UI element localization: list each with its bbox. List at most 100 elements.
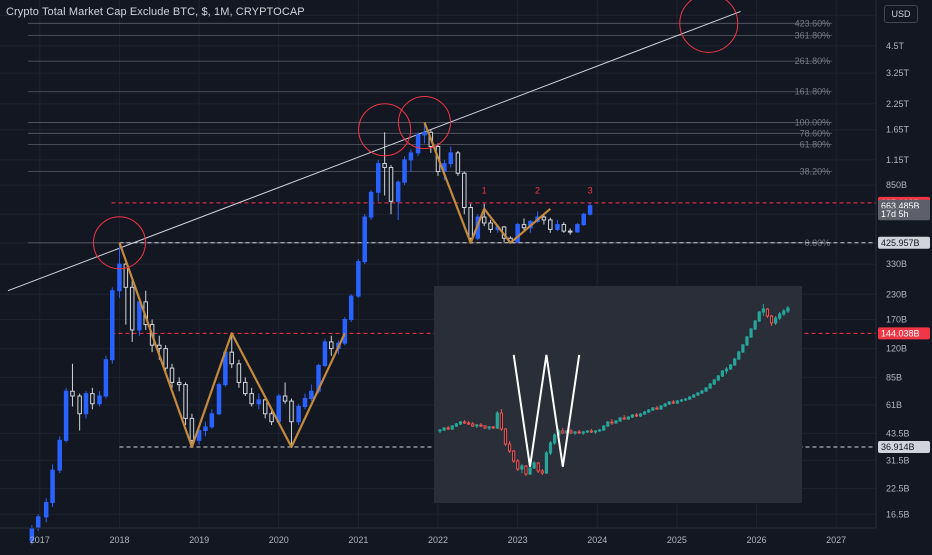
candle-body bbox=[189, 417, 195, 441]
candle-body bbox=[499, 412, 503, 430]
candle-body bbox=[524, 465, 528, 475]
candle-body bbox=[402, 159, 407, 183]
candle-body bbox=[438, 429, 442, 432]
candle-body bbox=[395, 181, 401, 202]
price-axis-label: 22.5B bbox=[886, 483, 910, 493]
candle-body bbox=[322, 341, 328, 367]
fib-level-label: 423.60% bbox=[795, 18, 831, 28]
candle-body bbox=[276, 395, 281, 423]
candle-body bbox=[548, 219, 553, 230]
pattern-line bbox=[423, 122, 552, 244]
price-axis-background bbox=[876, 0, 932, 550]
candle-body bbox=[634, 414, 639, 417]
candle-body bbox=[77, 395, 82, 415]
candle-body bbox=[512, 450, 516, 462]
candle-body bbox=[561, 224, 567, 232]
candle-body bbox=[302, 398, 308, 407]
highlight-circle bbox=[358, 103, 412, 157]
time-axis-label: 2022 bbox=[428, 535, 448, 545]
candle-body bbox=[110, 290, 115, 361]
candle-body bbox=[388, 166, 394, 202]
candle-body bbox=[659, 405, 663, 410]
price-axis-label: 120B bbox=[886, 344, 907, 354]
fib-level-label: 100.00% bbox=[795, 117, 831, 127]
candle-body bbox=[415, 134, 421, 154]
candle-body bbox=[503, 428, 508, 445]
fib-level-label: 38.20% bbox=[800, 167, 831, 177]
candle-body bbox=[169, 367, 175, 383]
candle-body bbox=[256, 399, 262, 405]
highlight-circle bbox=[679, 0, 739, 53]
trendline bbox=[7, 10, 741, 292]
price-axis-label: 1.65T bbox=[886, 125, 910, 135]
candle-body bbox=[544, 452, 549, 474]
time-axis-label: 2027 bbox=[826, 535, 846, 545]
fib-level-label: 261.80% bbox=[795, 56, 831, 66]
candle-body bbox=[638, 413, 643, 417]
candle-body bbox=[209, 413, 215, 428]
candle-body bbox=[540, 470, 544, 474]
candle-body bbox=[749, 328, 753, 338]
candle-body bbox=[488, 222, 493, 230]
price-tag bbox=[878, 236, 930, 249]
candle-body bbox=[696, 392, 700, 396]
candle-body bbox=[643, 411, 647, 415]
wave-label: 1 bbox=[482, 185, 487, 195]
candle-body bbox=[50, 469, 55, 503]
candle-body bbox=[442, 427, 446, 431]
time-axis-label: 2021 bbox=[348, 535, 368, 545]
candle-body bbox=[761, 308, 765, 313]
candle-body bbox=[774, 317, 778, 324]
candle-body bbox=[103, 359, 109, 397]
highlight-circle bbox=[92, 216, 146, 270]
inset-w-pattern bbox=[512, 354, 581, 467]
candle-body bbox=[692, 394, 696, 398]
candle-body bbox=[450, 425, 454, 430]
candle-body bbox=[123, 263, 129, 288]
candle-body bbox=[422, 131, 427, 136]
candle-body bbox=[515, 224, 520, 243]
candle-body bbox=[462, 172, 467, 209]
candle-body bbox=[63, 390, 69, 441]
candle-body bbox=[196, 429, 202, 441]
price-axis-label: 16.5B bbox=[886, 509, 910, 519]
candle-body bbox=[647, 409, 651, 413]
candle-body bbox=[137, 301, 142, 331]
inset-background bbox=[434, 286, 802, 503]
candle-body bbox=[117, 263, 122, 292]
candle-body bbox=[724, 368, 729, 372]
price-axis-label: 31.5B bbox=[886, 455, 910, 465]
candle-body bbox=[532, 462, 536, 469]
candle-body bbox=[483, 425, 487, 429]
candle-body bbox=[462, 421, 467, 424]
candle-body bbox=[675, 400, 679, 404]
candle-body bbox=[700, 390, 704, 394]
candle-body bbox=[157, 344, 162, 350]
time-axis-label: 2025 bbox=[667, 535, 687, 545]
candle-body bbox=[216, 384, 222, 415]
time-axis-label: 2026 bbox=[747, 535, 767, 545]
price-axis-label: 850B bbox=[886, 180, 907, 190]
candle-body bbox=[753, 320, 757, 330]
candle-body bbox=[348, 295, 354, 321]
candle-body bbox=[585, 430, 589, 433]
candle-body bbox=[479, 424, 483, 427]
price-tag bbox=[878, 441, 930, 454]
candle-body bbox=[342, 319, 348, 344]
candle-body bbox=[577, 431, 581, 434]
candle-body bbox=[176, 381, 182, 386]
candle-body bbox=[606, 421, 610, 427]
fib-level-label: 61.80% bbox=[800, 140, 831, 150]
candle-body bbox=[495, 412, 499, 429]
candle-body bbox=[729, 364, 733, 370]
candle-body bbox=[262, 399, 268, 415]
candle-body bbox=[43, 501, 49, 518]
candle-body bbox=[458, 421, 463, 425]
candle-body bbox=[368, 191, 374, 218]
candle-body bbox=[716, 375, 720, 381]
candle-body bbox=[468, 207, 473, 239]
currency-button[interactable]: USD bbox=[884, 5, 918, 23]
candle-body bbox=[376, 163, 381, 193]
